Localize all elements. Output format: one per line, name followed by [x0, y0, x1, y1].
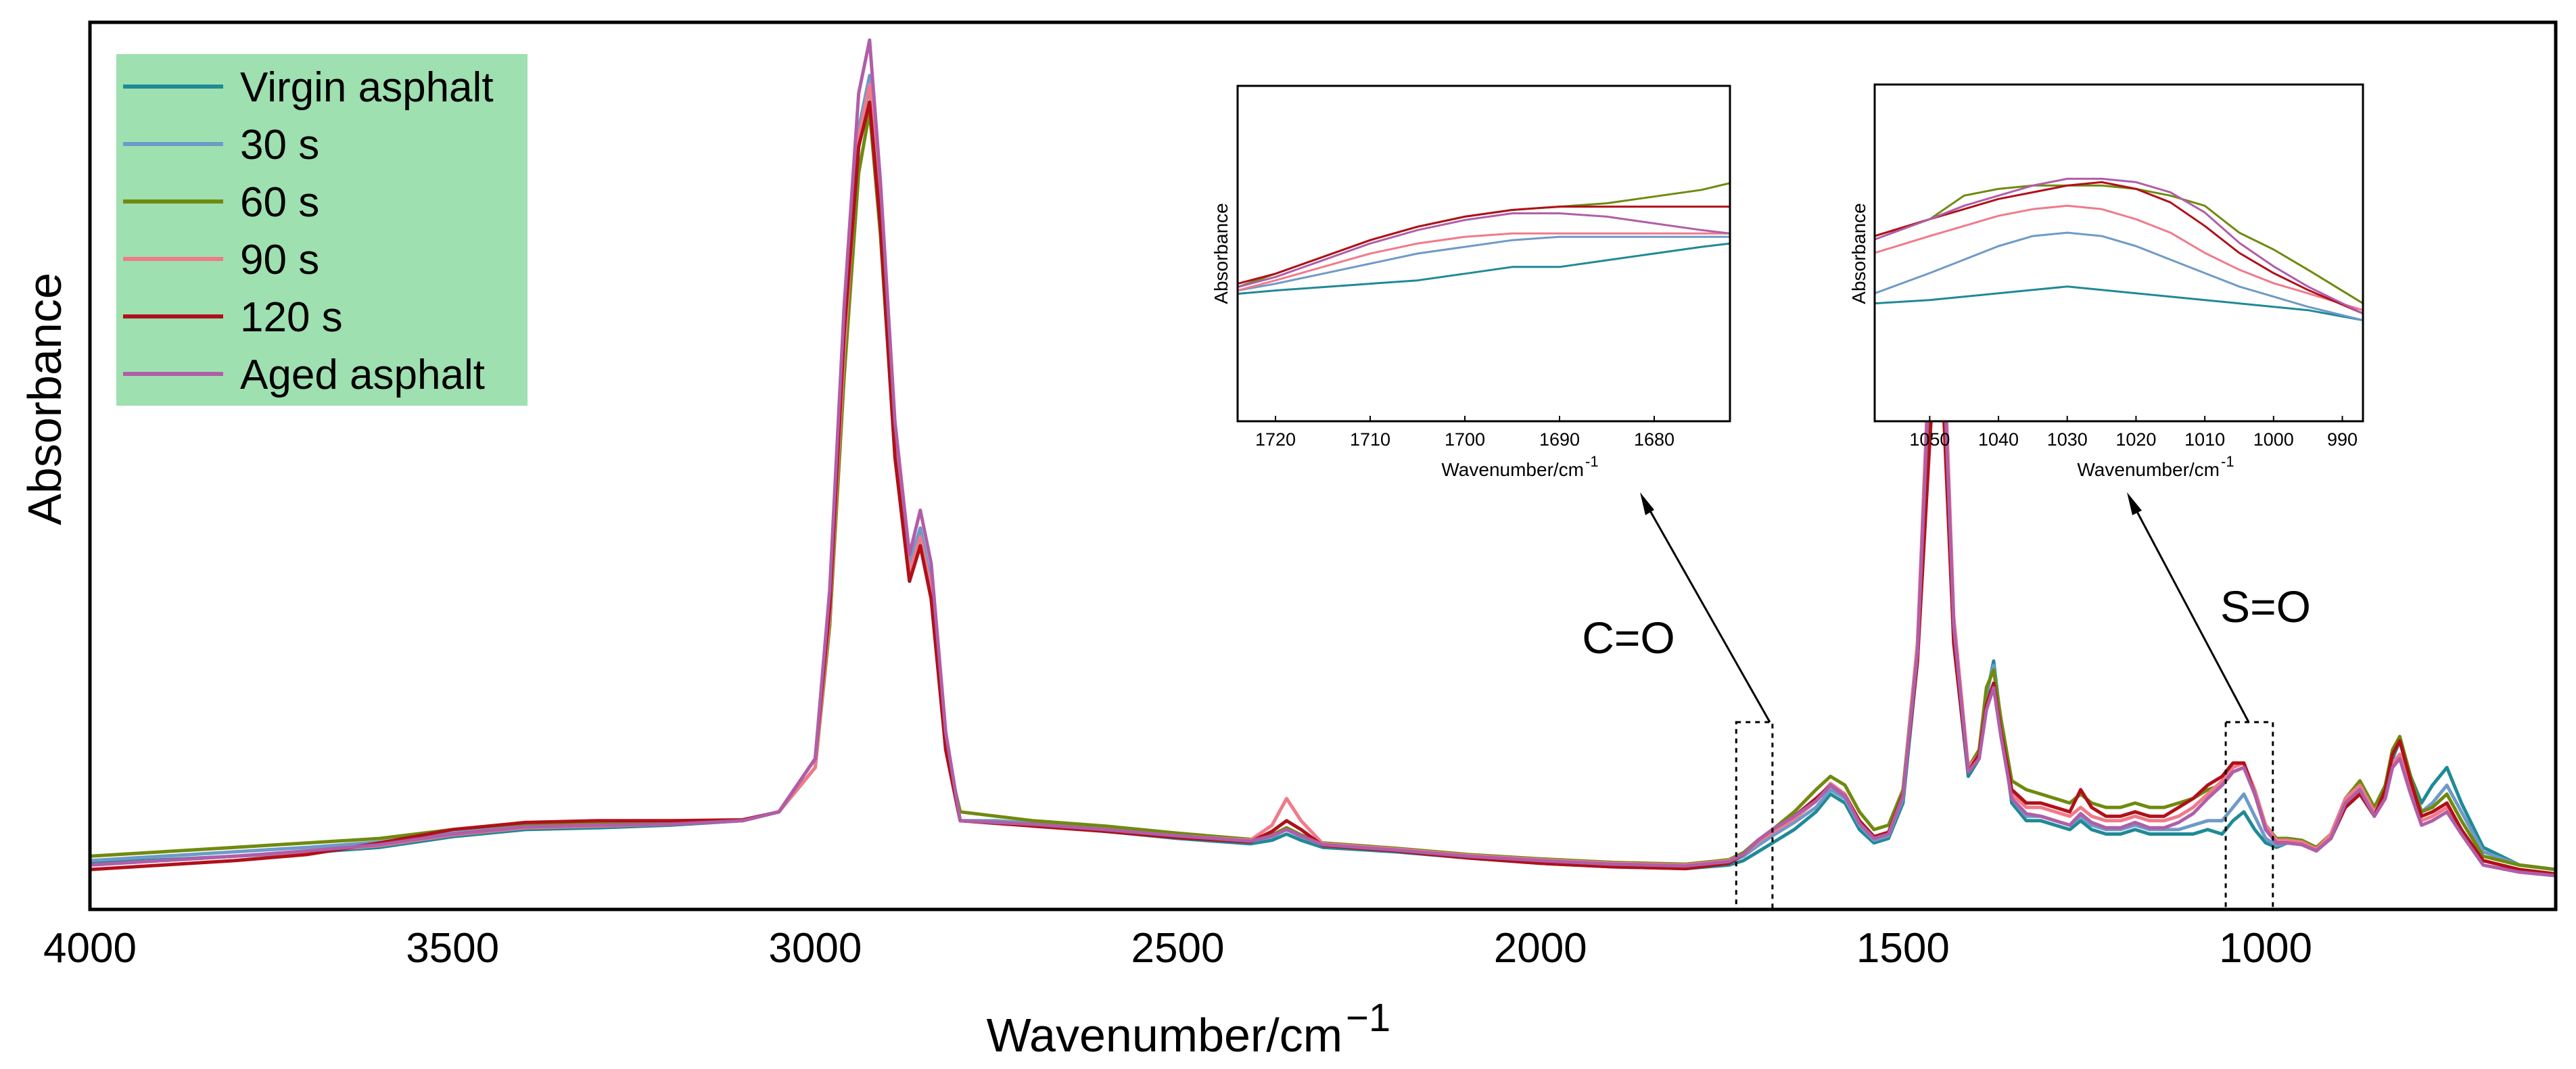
main-y-axis-title: Absorbance — [18, 272, 71, 525]
inset-sulfoxide-x-tick-label-1000: 1000 — [2253, 429, 2294, 450]
inset-sulfoxide-x-tick-label-1040: 1040 — [1978, 429, 2019, 450]
legend-label-60-s: 60 s — [240, 179, 319, 226]
sulfoxide-region-box — [2224, 721, 2274, 911]
inset-sulfoxide: 1050 1040 1030 1020 1010 1000 990 Absorbance W… — [1848, 83, 2364, 480]
main-x-axis-title-superscript: −1 — [1346, 996, 1390, 1040]
inset-carbonyl-series-30-s — [1236, 235, 1731, 292]
main-x-ticks: 4000 3500 3000 2500 2000 1500 1000 — [43, 925, 2312, 972]
inset-carbonyl-series-group — [1236, 182, 1731, 295]
inset-carbonyl-series-virgin-asphalt — [1236, 242, 1731, 295]
inset-sulfoxide-x-tick-label-990: 990 — [2327, 429, 2358, 450]
main-x-axis-title: Wavenumber/cm — [987, 1009, 1342, 1062]
inset-sulfoxide-series-aged-asphalt — [1873, 177, 2364, 315]
inset-sulfoxide-series-virgin-asphalt — [1873, 285, 2364, 322]
inset-sulfoxide-x-tick-label-1030: 1030 — [2047, 429, 2088, 450]
legend-label-virgin-asphalt: Virgin asphalt — [240, 64, 494, 111]
inset-carbonyl-series-120-s — [1236, 206, 1731, 285]
inset-sulfoxide-series-60-s — [1873, 184, 2364, 305]
legend-label-90-s: 90 s — [240, 237, 319, 283]
inset-sulfoxide-x-tick-label-1010: 1010 — [2184, 429, 2225, 450]
inset-sulfoxide-y-axis-title: Absorbance — [1848, 203, 1869, 304]
inset-carbonyl: 1720 1710 1700 1690 1680 Absorbance Wavenumb… — [1211, 85, 1731, 480]
inset-carbonyl-series-90-s — [1236, 232, 1731, 292]
annotations: C=O S=O — [1582, 492, 2311, 911]
inset-sulfoxide-x-ticks: 1050 1040 1030 1020 1010 1000 990 — [1909, 416, 2358, 450]
inset-carbonyl-x-tick-label-1680: 1680 — [1634, 429, 1675, 450]
legend-background — [116, 54, 528, 406]
carbonyl-arrow-head — [1640, 492, 1654, 515]
inset-carbonyl-x-tick-label-1710: 1710 — [1350, 429, 1390, 450]
main-x-tick-label-3000: 3000 — [768, 925, 862, 972]
carbonyl-label: C=O — [1582, 613, 1675, 663]
main-series-group — [88, 38, 2558, 878]
inset-carbonyl-x-tick-label-1720: 1720 — [1255, 429, 1296, 450]
main-x-tick-label-1000: 1000 — [2219, 925, 2312, 972]
inset-carbonyl-x-tick-label-1700: 1700 — [1445, 429, 1485, 450]
inset-carbonyl-x-ticks: 1720 1710 1700 1690 1680 — [1255, 416, 1675, 450]
legend: Virgin asphalt 30 s 60 s 90 s 120 s Aged asph… — [116, 54, 528, 406]
main-x-tick-label-3500: 3500 — [406, 925, 499, 972]
main-x-tick-label-4000: 4000 — [43, 925, 137, 972]
sulfoxide-label: S=O — [2220, 581, 2311, 632]
carbonyl-region-box — [1735, 721, 1774, 911]
inset-carbonyl-frame — [1236, 85, 1731, 423]
main-x-tick-label-1500: 1500 — [1856, 925, 1950, 972]
legend-label-30-s: 30 s — [240, 122, 319, 168]
inset-carbonyl-y-axis-title: Absorbance — [1211, 203, 1232, 304]
inset-sulfoxide-series-90-s — [1873, 204, 2364, 312]
legend-label-120-s: 120 s — [240, 294, 343, 341]
inset-carbonyl-x-axis-title-superscript: -1 — [1585, 453, 1599, 470]
inset-sulfoxide-series-group — [1873, 177, 2364, 322]
main-series-aged-asphalt — [88, 38, 2558, 878]
carbonyl-arrow — [1642, 498, 1771, 723]
sulfoxide-arrow-head — [2127, 492, 2142, 515]
main-plot-frame — [88, 20, 2558, 911]
inset-sulfoxide-frame — [1873, 83, 2364, 423]
inset-sulfoxide-background — [1875, 85, 2363, 421]
main-chart: 4000 3500 3000 2500 2000 1500 1000 Wavenumber/… — [18, 20, 2558, 1062]
legend-label-aged-asphalt: Aged asphalt — [240, 352, 485, 398]
inset-sulfoxide-series-30-s — [1873, 231, 2364, 322]
inset-carbonyl-x-tick-label-1690: 1690 — [1539, 429, 1580, 450]
inset-sulfoxide-series-120-s — [1873, 181, 2364, 315]
inset-carbonyl-series-aged-asphalt — [1236, 212, 1731, 289]
sulfoxide-arrow — [2129, 498, 2250, 723]
inset-carbonyl-x-axis-title: Wavenumber/cm — [1441, 459, 1584, 480]
inset-sulfoxide-x-axis-title-superscript: -1 — [2221, 453, 2234, 470]
inset-sulfoxide-x-tick-label-1050: 1050 — [1909, 429, 1950, 450]
main-x-tick-label-2500: 2500 — [1131, 925, 1225, 972]
main-x-tick-label-2000: 2000 — [1494, 925, 1587, 972]
inset-sulfoxide-x-axis-title: Wavenumber/cm — [2077, 459, 2220, 480]
inset-sulfoxide-x-tick-label-1020: 1020 — [2115, 429, 2156, 450]
